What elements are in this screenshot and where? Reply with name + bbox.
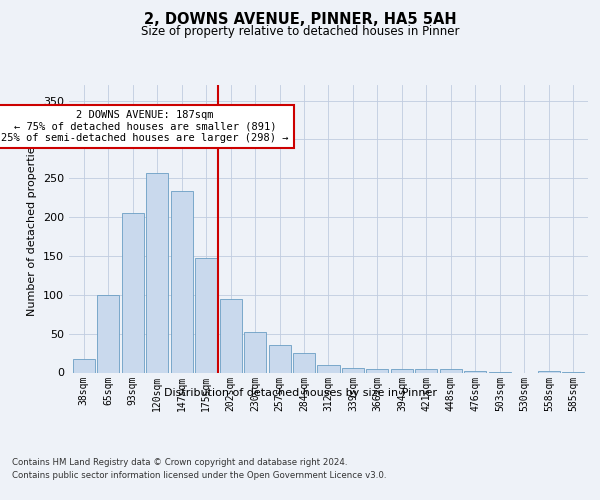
- Text: 2 DOWNS AVENUE: 187sqm
← 75% of detached houses are smaller (891)
25% of semi-de: 2 DOWNS AVENUE: 187sqm ← 75% of detached…: [1, 110, 289, 143]
- Bar: [464, 371, 487, 372]
- Bar: [220, 300, 242, 372]
- Bar: [538, 371, 560, 372]
- Bar: [244, 332, 266, 372]
- Text: 2, DOWNS AVENUE, PINNER, HA5 5AH: 2, DOWNS AVENUE, PINNER, HA5 5AH: [143, 12, 457, 26]
- Bar: [317, 364, 340, 372]
- Bar: [391, 368, 413, 372]
- Bar: [170, 190, 193, 372]
- Text: Distribution of detached houses by size in Pinner: Distribution of detached houses by size …: [163, 388, 437, 398]
- Bar: [415, 368, 437, 372]
- Y-axis label: Number of detached properties: Number of detached properties: [28, 141, 37, 316]
- Text: Contains HM Land Registry data © Crown copyright and database right 2024.: Contains HM Land Registry data © Crown c…: [12, 458, 347, 467]
- Text: Size of property relative to detached houses in Pinner: Size of property relative to detached ho…: [141, 24, 459, 38]
- Bar: [146, 173, 168, 372]
- Bar: [342, 368, 364, 372]
- Bar: [73, 358, 95, 372]
- Bar: [440, 370, 462, 372]
- Bar: [367, 368, 388, 372]
- Bar: [293, 353, 315, 372]
- Bar: [122, 213, 143, 372]
- Bar: [269, 346, 290, 372]
- Bar: [97, 295, 119, 372]
- Bar: [195, 258, 217, 372]
- Text: Contains public sector information licensed under the Open Government Licence v3: Contains public sector information licen…: [12, 472, 386, 480]
